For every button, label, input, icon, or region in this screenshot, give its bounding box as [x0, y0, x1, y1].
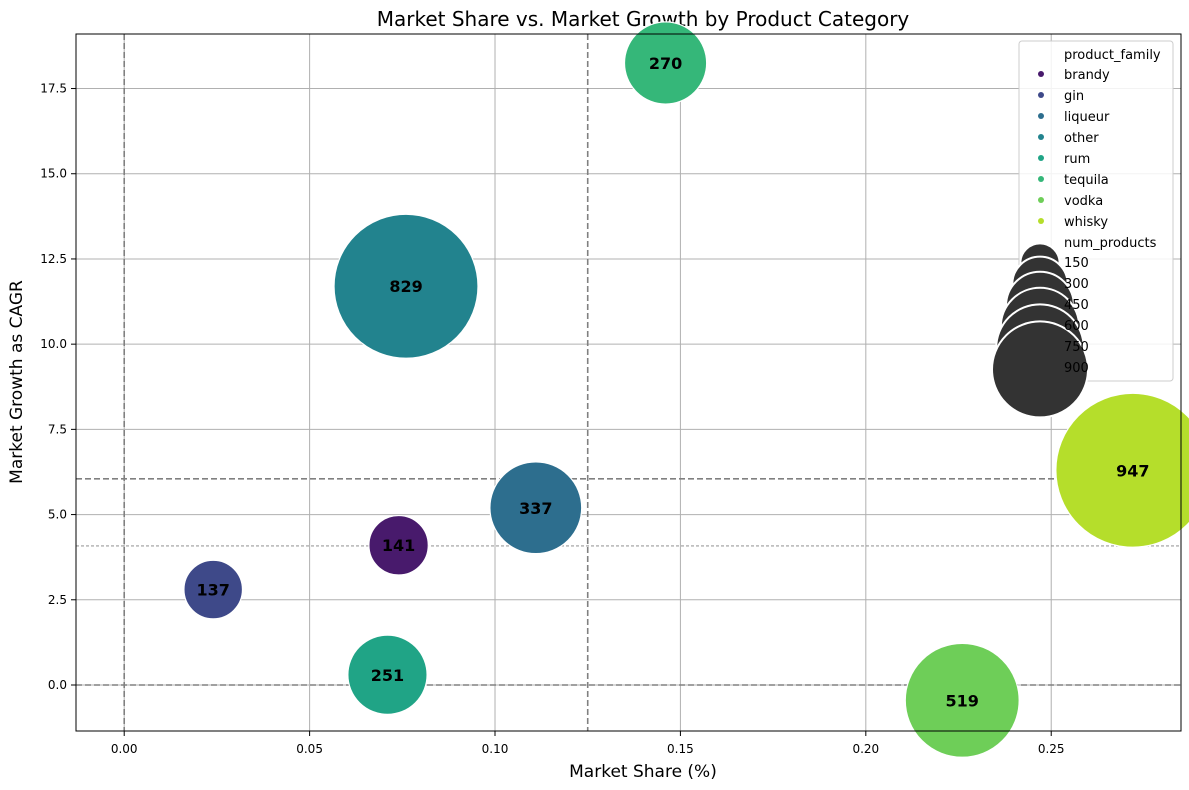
x-axis: 0.00 0.05 0.10 0.15 0.20 0.25 — [111, 731, 1065, 756]
legend-label-liqueur: liqueur — [1064, 110, 1110, 125]
bubble-label-other: 829 — [389, 277, 422, 296]
bubble-label-vodka: 519 — [946, 691, 979, 710]
y-tick-label: 12.5 — [40, 252, 67, 266]
legend-label-whisky: whisky — [1064, 215, 1108, 230]
chart-title: Market Share vs. Market Growth by Produc… — [377, 7, 910, 31]
y-tick-label: 7.5 — [48, 422, 67, 436]
bubble-rum — [347, 634, 428, 715]
bubble-brandy — [368, 514, 429, 576]
x-axis-label: Market Share (%) — [569, 762, 717, 782]
bubble-label-brandy: 141 — [382, 536, 415, 555]
x-tick-label: 0.05 — [296, 742, 323, 756]
y-tick-label: 15.0 — [40, 167, 67, 181]
legend-marker-brandy — [1038, 71, 1044, 77]
legend-label-rum: rum — [1064, 152, 1090, 167]
x-tick-label: 0.00 — [111, 742, 138, 756]
bubble-label-liqueur: 337 — [519, 499, 552, 518]
legend-hue-title: product_family — [1064, 48, 1161, 63]
bubble-tequila — [623, 21, 708, 105]
legend-size-label: 750 — [1064, 340, 1089, 355]
bubble-label-rum: 251 — [371, 666, 404, 685]
x-tick-label: 0.20 — [852, 742, 879, 756]
legend-marker-liqueur — [1038, 113, 1044, 119]
y-tick-label: 0.0 — [48, 678, 67, 692]
bubble-vodka — [904, 642, 1020, 758]
legend-marker-gin — [1038, 92, 1044, 98]
y-tick-label: 2.5 — [48, 593, 67, 607]
legend-label-vodka: vodka — [1064, 194, 1103, 209]
bubble-gin — [183, 559, 244, 620]
y-axis: 0.0 2.5 5.0 7.5 10.0 12.5 15.0 17.5 — [40, 82, 76, 692]
legend-marker-tequila — [1038, 176, 1044, 182]
plot-frame — [75, 33, 1182, 732]
y-tick-label: 17.5 — [40, 82, 67, 96]
legend-size-label: 300 — [1064, 277, 1089, 292]
legend-size-marker — [991, 320, 1089, 419]
legend-marker-whisky — [1038, 218, 1044, 224]
y-tick-label: 10.0 — [40, 337, 67, 351]
legend-size-label: 900 — [1064, 361, 1089, 376]
bubble-label-gin: 137 — [196, 581, 229, 600]
bubble-label-whisky: 947 — [1116, 461, 1149, 480]
legend-size-labels: 150 300 450 600 750 900 — [1064, 256, 1089, 376]
bubble-liqueur — [489, 461, 583, 555]
bubble-other — [333, 213, 479, 359]
legend-label-brandy: brandy — [1064, 68, 1110, 83]
bubbles — [183, 21, 1189, 758]
y-tick-label: 5.0 — [48, 508, 67, 522]
y-axis-label: Market Growth as CAGR — [7, 280, 27, 484]
legend-label-tequila: tequila — [1064, 173, 1109, 188]
legend-label-gin: gin — [1064, 89, 1084, 104]
legend-size-label: 600 — [1064, 319, 1089, 334]
legend-marker-vodka — [1038, 197, 1044, 203]
x-tick-label: 0.10 — [482, 742, 509, 756]
x-tick-label: 0.15 — [667, 742, 694, 756]
bubble-whisky — [1055, 392, 1189, 548]
legend-size-markers — [991, 242, 1089, 419]
legend-marker-rum — [1038, 155, 1044, 161]
legend-label-other: other — [1064, 131, 1099, 146]
bubble-label-tequila: 270 — [649, 54, 682, 73]
legend-marker-other — [1038, 134, 1044, 140]
legend-size-label: 150 — [1064, 256, 1089, 271]
x-tick-label: 0.25 — [1038, 742, 1065, 756]
legend-size-title: num_products — [1064, 236, 1157, 251]
bubble-labels: 141 137 337 829 251 270 519 947 — [196, 54, 1149, 710]
legend-size-label: 450 — [1064, 298, 1089, 313]
